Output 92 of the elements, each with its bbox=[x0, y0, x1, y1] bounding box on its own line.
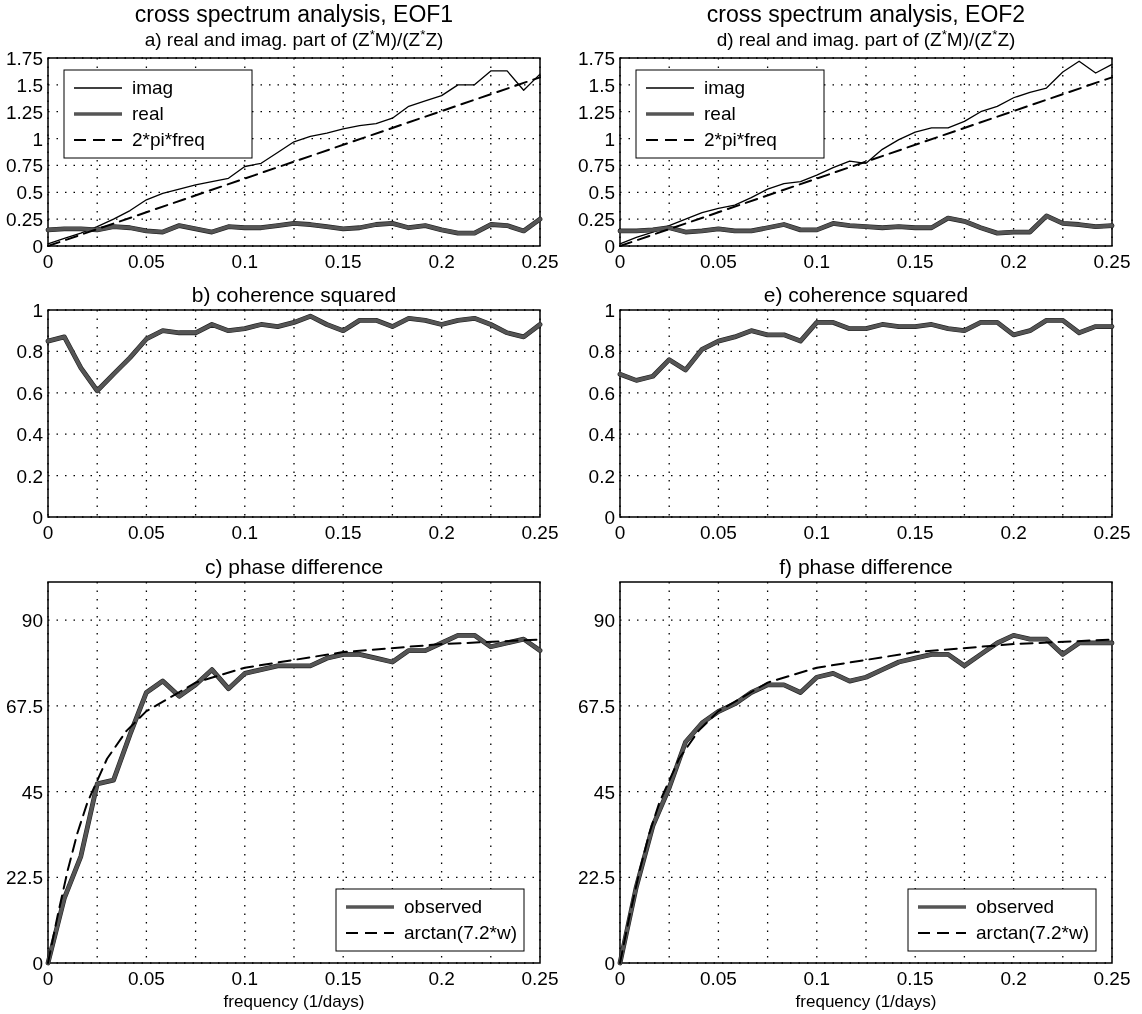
x-tick-label: 0.15 bbox=[324, 251, 362, 272]
line-series bbox=[617, 317, 1115, 383]
y-tick-label: 0.5 bbox=[16, 182, 43, 204]
y-tick-label: 0 bbox=[604, 953, 615, 974]
y-tick-label: 0.25 bbox=[578, 209, 615, 231]
x-axis-title: frequency (1/days) bbox=[223, 992, 365, 1011]
x-tick-label: 0.05 bbox=[127, 968, 165, 989]
y-tick-label: 1.75 bbox=[6, 48, 43, 69]
y-tick-label: 67.5 bbox=[6, 695, 43, 717]
legend-label: arctan(7.2*w) bbox=[976, 922, 1089, 943]
chart-title: e) coherence squared bbox=[763, 283, 969, 306]
x-tick-label: 0.25 bbox=[1093, 251, 1131, 272]
legend-label: imag bbox=[704, 77, 746, 98]
x-tick-label: 0.1 bbox=[231, 522, 259, 543]
y-tick-label: 1.75 bbox=[578, 48, 615, 69]
x-tick-label: 0.1 bbox=[803, 522, 831, 543]
y-tick-label: 90 bbox=[21, 610, 43, 632]
y-tick-label: 1 bbox=[604, 300, 615, 321]
x-tick-label: 0.1 bbox=[803, 968, 831, 989]
y-tick-label: 0 bbox=[604, 236, 615, 257]
y-tick-label: 0 bbox=[32, 507, 43, 528]
y-tick-label: 0.4 bbox=[16, 424, 44, 446]
chart-subtitle: a) real and imag. part of (Z$^{*}$M)/(Z$^{*}$Z) bbox=[144, 26, 444, 50]
y-tick-label: 1.25 bbox=[578, 101, 615, 123]
y-tick-label: 0.75 bbox=[578, 155, 615, 177]
chart-subtitle: d) real and imag. part of (Z$^{*}$M)/(Z$^{*}$Z) bbox=[716, 26, 1016, 50]
y-tick-label: 45 bbox=[21, 781, 43, 803]
legend-label: observed bbox=[976, 896, 1055, 917]
y-tick-label: 0.4 bbox=[588, 424, 616, 446]
x-tick-label: 0.25 bbox=[521, 968, 559, 989]
x-tick-label: 0.2 bbox=[428, 968, 455, 989]
x-tick-label: 0.2 bbox=[428, 251, 455, 272]
x-tick-label: 0.05 bbox=[699, 522, 737, 543]
x-tick-label: 0.15 bbox=[896, 968, 934, 989]
x-tick-label: 0.05 bbox=[699, 251, 737, 272]
y-tick-label: 0.8 bbox=[16, 341, 43, 363]
x-tick-label: 0.25 bbox=[1093, 968, 1131, 989]
y-tick-label: 0.2 bbox=[588, 465, 615, 487]
y-tick-label: 1 bbox=[32, 128, 43, 150]
x-tick-label: 0.15 bbox=[896, 251, 934, 272]
y-tick-label: 22.5 bbox=[578, 867, 615, 889]
x-axis-title: frequency (1/days) bbox=[795, 992, 937, 1011]
x-tick-label: 0.1 bbox=[803, 251, 831, 272]
y-tick-label: 90 bbox=[593, 610, 615, 632]
x-tick-label: 0.15 bbox=[324, 522, 362, 543]
legend-label: 2*pi*freq bbox=[132, 129, 205, 150]
y-tick-label: 0.6 bbox=[16, 382, 43, 404]
y-tick-label: 0.25 bbox=[6, 209, 43, 231]
y-tick-label: 1 bbox=[604, 128, 615, 150]
y-tick-label: 22.5 bbox=[6, 867, 43, 889]
y-tick-label: 0.8 bbox=[588, 341, 615, 363]
legend-label: imag bbox=[132, 77, 174, 98]
chart-title: b) coherence squared bbox=[191, 283, 397, 306]
legend-label: 2*pi*freq bbox=[704, 129, 777, 150]
chart-title: cross spectrum analysis, EOF1 bbox=[134, 1, 454, 27]
legend-label: real bbox=[132, 103, 164, 124]
legend-label: real bbox=[704, 103, 736, 124]
x-tick-label: 0.05 bbox=[699, 968, 737, 989]
y-tick-label: 1 bbox=[32, 300, 43, 321]
y-tick-label: 1.5 bbox=[588, 74, 615, 96]
y-tick-label: 67.5 bbox=[578, 695, 615, 717]
x-tick-label: 0.25 bbox=[1093, 522, 1131, 543]
x-tick-label: 0.2 bbox=[1000, 968, 1027, 989]
x-tick-label: 0.05 bbox=[127, 522, 165, 543]
line-series bbox=[45, 313, 543, 394]
y-tick-label: 0.75 bbox=[6, 155, 43, 177]
y-tick-label: 0.6 bbox=[588, 382, 615, 404]
x-tick-label: 0.1 bbox=[231, 968, 259, 989]
x-tick-label: 0.15 bbox=[896, 522, 934, 543]
line-series bbox=[617, 213, 1115, 236]
y-tick-label: 0 bbox=[604, 507, 615, 528]
y-tick-label: 0.2 bbox=[16, 465, 43, 487]
y-tick-label: 45 bbox=[593, 781, 615, 803]
y-tick-label: 0.5 bbox=[588, 182, 615, 204]
x-tick-label: 0.1 bbox=[231, 251, 259, 272]
chart-title: c) phase difference bbox=[204, 555, 384, 578]
chart-title: f) phase difference bbox=[779, 555, 953, 578]
x-tick-label: 0.25 bbox=[521, 522, 559, 543]
y-tick-label: 1.5 bbox=[16, 74, 43, 96]
y-tick-label: 0 bbox=[32, 236, 43, 257]
x-tick-label: 0.05 bbox=[127, 251, 165, 272]
x-tick-label: 0.2 bbox=[1000, 522, 1027, 543]
y-tick-label: 0 bbox=[32, 953, 43, 974]
y-tick-label: 1.25 bbox=[6, 101, 43, 123]
legend-label: observed bbox=[404, 896, 483, 917]
x-tick-label: 0.15 bbox=[324, 968, 362, 989]
line-series bbox=[45, 216, 543, 236]
x-tick-label: 0.25 bbox=[521, 251, 559, 272]
x-tick-label: 0.2 bbox=[1000, 251, 1027, 272]
chart-title: cross spectrum analysis, EOF2 bbox=[706, 1, 1026, 27]
x-tick-label: 0.2 bbox=[428, 522, 455, 543]
legend-label: arctan(7.2*w) bbox=[404, 922, 517, 943]
